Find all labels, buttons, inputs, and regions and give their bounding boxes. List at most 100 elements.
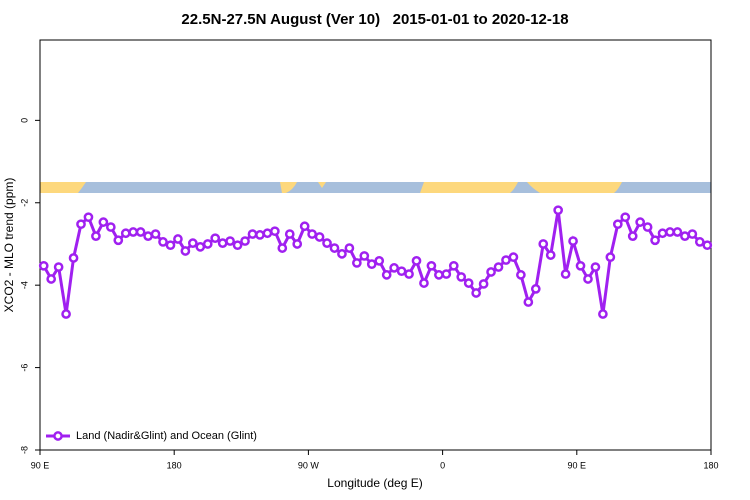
data-point [150, 229, 161, 239]
y-tick-label: -4 [19, 281, 29, 289]
plot-frame [39, 39, 712, 451]
data-point [165, 240, 176, 251]
data-point [478, 279, 489, 289]
data-point [680, 231, 690, 241]
data-point [687, 229, 698, 239]
data-point [277, 243, 288, 253]
data-point [337, 249, 347, 259]
data-point [463, 278, 474, 288]
data-point [665, 227, 675, 237]
data-point [53, 262, 64, 272]
data-point [627, 231, 638, 241]
x-tick-label: 90 E [568, 460, 587, 470]
y-tick-label: -6 [19, 364, 29, 372]
data-point [68, 253, 79, 263]
data-point [113, 235, 124, 246]
map-strip [40, 182, 711, 193]
data-point [523, 297, 534, 307]
data-point [538, 239, 549, 249]
data-point [448, 260, 459, 271]
data-point [702, 240, 713, 251]
data-point [128, 227, 139, 237]
data-point [210, 233, 221, 244]
land [318, 182, 326, 188]
data-point [292, 239, 303, 249]
data-point [642, 222, 653, 232]
data-point [612, 219, 623, 230]
data-point [344, 243, 355, 253]
x-tick-label: 90 E [31, 460, 50, 470]
data-point [501, 255, 511, 265]
data-point [650, 235, 660, 246]
land [420, 182, 518, 193]
x-tick-label: 90 W [298, 460, 320, 470]
data-point [381, 270, 392, 280]
data-point [284, 229, 295, 239]
data-point [120, 228, 131, 239]
data-point [359, 251, 370, 261]
data-point [657, 228, 668, 239]
data-point [516, 270, 526, 280]
data-point [545, 250, 556, 260]
data-point [105, 222, 116, 232]
data-point [530, 284, 541, 294]
data-point [553, 205, 564, 216]
data-point [672, 227, 683, 237]
land [40, 182, 86, 193]
data-point [83, 212, 94, 223]
land [527, 182, 622, 193]
data-point [61, 309, 71, 319]
data-point [352, 258, 362, 268]
data-point [590, 262, 601, 272]
data-point [143, 231, 153, 241]
data-point [471, 288, 481, 298]
data-point [486, 267, 496, 277]
y-tick-label: 0 [19, 118, 29, 123]
data-point [255, 230, 265, 240]
x-axis-title: Longitude (deg E) [327, 476, 422, 490]
data-point [493, 262, 504, 272]
legend-marker [53, 431, 63, 441]
data-point [434, 270, 444, 280]
data-point [91, 231, 101, 241]
x-tick-label: 0 [440, 460, 445, 470]
data-point [598, 309, 608, 319]
data-point [314, 232, 325, 242]
data-point [270, 226, 280, 237]
x-tick-label: 180 [703, 460, 718, 470]
data-point [426, 260, 437, 271]
data-point [583, 274, 593, 284]
data-point [411, 256, 422, 266]
data-point [419, 278, 429, 288]
data-point [575, 260, 586, 271]
x-tick-label: 180 [167, 460, 182, 470]
data-point [605, 252, 616, 263]
data-point [568, 236, 578, 246]
data-point [38, 260, 49, 271]
data-point [187, 238, 198, 248]
data-point [307, 229, 317, 239]
data-point [225, 236, 235, 246]
data-point [329, 243, 340, 253]
land [280, 182, 297, 193]
data-point [135, 227, 146, 237]
data-point [396, 266, 407, 277]
legend-label: Land (Nadir&Glint) and Ocean (Glint) [76, 430, 257, 442]
data-point [366, 259, 377, 270]
data-point [299, 221, 310, 232]
data-point [404, 269, 414, 279]
data-point [635, 217, 646, 227]
data-point [180, 246, 191, 256]
data-point [560, 269, 571, 279]
data-point [620, 212, 631, 223]
data-point [98, 217, 109, 227]
data-point [240, 236, 250, 246]
data-point [232, 240, 243, 251]
data-point [217, 238, 228, 248]
data-point [76, 219, 86, 230]
data-point [247, 229, 258, 239]
chart-title: 22.5N-27.5N August (Ver 10) 2015-01-01 t… [181, 11, 568, 28]
data-point [389, 263, 399, 273]
data-point [441, 269, 452, 279]
